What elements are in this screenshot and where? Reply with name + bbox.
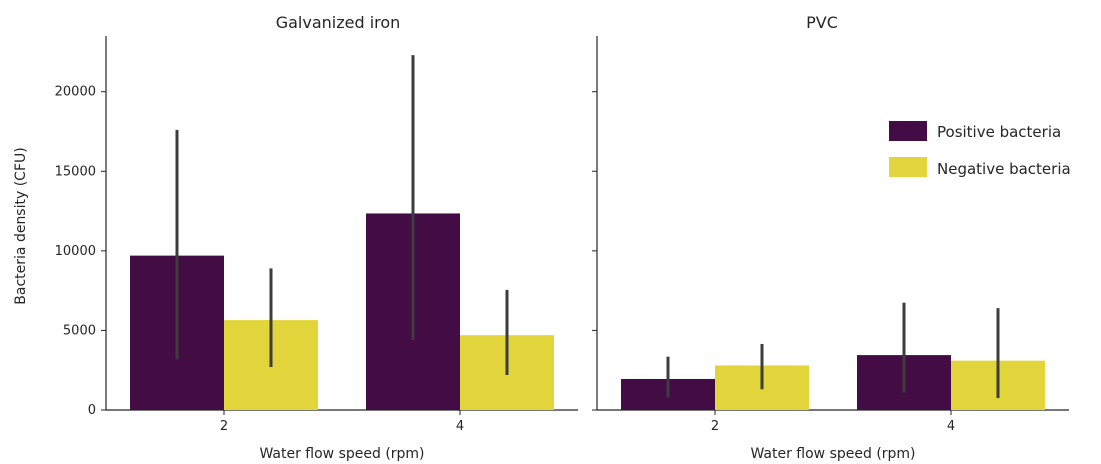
- panel-1-x-tick-label: 2: [220, 419, 228, 434]
- panel-2-x-tick-label: 4: [947, 419, 955, 434]
- panel-1-y-tick-label: 10000: [55, 244, 96, 259]
- panel-2-title: PVC: [806, 13, 838, 32]
- legend-label-positive: Positive bacteria: [937, 123, 1061, 141]
- legend-swatch-negative: [889, 157, 927, 177]
- legend: Positive bacteria Negative bacteria: [889, 121, 1071, 178]
- panel-1-x-tick-label: 4: [456, 419, 464, 434]
- legend-label-negative: Negative bacteria: [937, 160, 1071, 178]
- panel-1-y-tick-label: 5000: [63, 323, 96, 338]
- panel-1-y-tick-label: 15000: [55, 164, 96, 179]
- legend-swatch-positive: [889, 121, 927, 141]
- panel-1-title: Galvanized iron: [276, 13, 401, 32]
- panel-1-y-tick-label: 0: [88, 403, 96, 418]
- panel-2-x-tick-label: 2: [711, 419, 719, 434]
- panel-1-y-tick-label: 20000: [55, 85, 96, 100]
- panel-1-x-axis-label: Water flow speed (rpm): [259, 446, 424, 462]
- y-axis-label: Bacteria density (CFU): [13, 147, 29, 304]
- panel-2-x-axis-label: Water flow speed (rpm): [750, 446, 915, 462]
